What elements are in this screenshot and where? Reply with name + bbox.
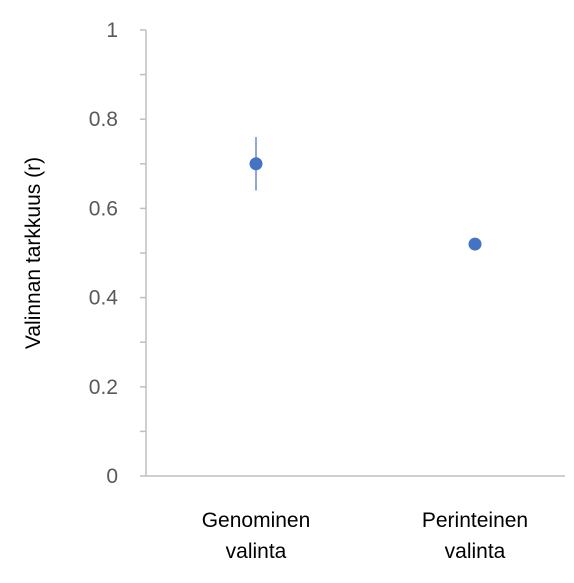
x-category-label: valinta — [226, 540, 287, 563]
y-tick-label: 0.2 — [89, 376, 118, 399]
data-point — [468, 237, 482, 251]
y-tick-label: 0.4 — [89, 287, 119, 310]
y-tick-label: 1 — [106, 19, 118, 42]
x-category-label: valinta — [445, 540, 506, 563]
x-category-label: Perinteinen — [422, 509, 528, 532]
plot-area: 0 0.2 0.4 0.6 0.8 1 Genominen valinta Perintein… — [89, 19, 565, 563]
y-tick-label: 0 — [106, 465, 118, 488]
y-tick-label: 0.8 — [89, 108, 118, 131]
x-category-label: Genominen — [202, 509, 311, 532]
y-ticks: 0 0.2 0.4 0.6 0.8 1 — [89, 19, 146, 488]
y-tick-label: 0.6 — [89, 197, 118, 220]
data-point — [249, 157, 263, 171]
y-axis-title: Valinnan tarkkuus (r) — [22, 157, 45, 349]
x-category-labels: Genominen valinta Perinteinen valinta — [202, 509, 528, 563]
data-points — [249, 157, 482, 251]
